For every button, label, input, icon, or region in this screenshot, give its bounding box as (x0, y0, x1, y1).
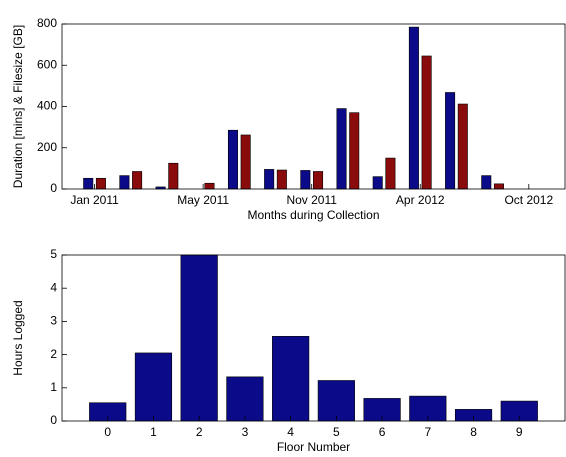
x-tick-label: Apr 2012 (396, 193, 445, 207)
y-tick-label: 1 (50, 380, 57, 394)
bar (132, 171, 143, 190)
x-tick-label: 3 (242, 425, 249, 439)
x-tick-label: 4 (287, 425, 294, 439)
bar (134, 352, 173, 422)
bar (313, 171, 324, 190)
y-tick-label: 800 (37, 16, 57, 30)
bar (445, 92, 456, 190)
bar (300, 170, 311, 190)
y-tick-label: 600 (37, 57, 57, 71)
x-tick-label: 7 (424, 425, 431, 439)
bar (493, 183, 504, 190)
bar (226, 376, 264, 422)
x-tick-label: 2 (196, 425, 203, 439)
x-tick-label: Oct 2012 (504, 193, 553, 207)
bar (119, 175, 130, 190)
bar (385, 157, 396, 190)
bar (276, 169, 287, 190)
x-tick-label: 5 (333, 425, 340, 439)
x-tick-label: 8 (470, 425, 477, 439)
bar (481, 175, 492, 190)
x-tick-label: 9 (516, 425, 523, 439)
bar (204, 182, 215, 190)
axes-box (61, 23, 566, 190)
y-tick-label: 400 (37, 99, 57, 113)
y-tick-label: 2 (50, 347, 57, 361)
bar (349, 112, 360, 190)
x-tick-label: May 2011 (177, 193, 229, 207)
y-axis-label: Duration [mins] & Filesize [GB] (11, 25, 25, 188)
bar (372, 176, 383, 190)
x-axis-label: Floor Number (277, 440, 350, 454)
y-tick-label: 0 (50, 413, 57, 427)
bar (457, 103, 468, 190)
bar (272, 336, 310, 422)
bar (227, 129, 238, 190)
x-tick-label: 0 (104, 425, 111, 439)
bar (240, 134, 251, 190)
y-tick-label: 3 (50, 314, 57, 328)
axes-box (61, 254, 566, 422)
bar (317, 380, 355, 422)
y-tick-label: 4 (50, 280, 57, 294)
bar (83, 177, 94, 190)
x-axis-label: Months during Collection (247, 208, 379, 222)
bar (264, 169, 275, 190)
y-axis-label: Hours Logged (11, 300, 25, 375)
x-tick-label: 6 (379, 425, 386, 439)
x-tick-label: Jan 2011 (70, 193, 119, 207)
bar (180, 254, 218, 422)
bar (336, 108, 347, 190)
x-tick-label: 1 (150, 425, 157, 439)
bar (408, 26, 419, 190)
y-tick-label: 200 (37, 140, 57, 154)
y-tick-label: 5 (50, 247, 57, 261)
bar (95, 177, 106, 190)
x-tick-label: Nov 2011 (286, 193, 337, 207)
bar (421, 55, 432, 190)
y-tick-label: 0 (50, 181, 57, 195)
bar (168, 162, 179, 190)
